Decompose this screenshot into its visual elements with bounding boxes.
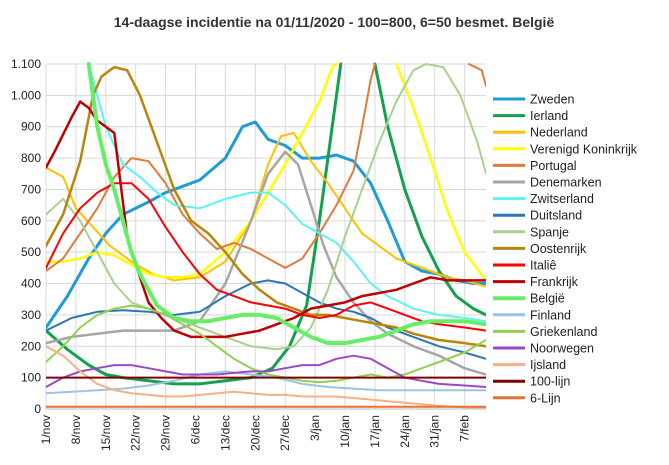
legend-label: Oostenrijk <box>530 242 587 256</box>
plot-area <box>46 62 486 409</box>
y-tick-label: 400 <box>21 277 41 291</box>
legend-label: Duitsland <box>530 209 582 223</box>
x-tick-label: 22/nov <box>129 415 143 451</box>
x-tick-label: 6/dec <box>189 415 203 444</box>
series-line-zwitserland <box>87 63 486 323</box>
legend-label: Verenigd Koninkrijk <box>530 142 638 156</box>
legend-label: Griekenland <box>530 325 597 339</box>
series-line-nederland <box>46 132 486 288</box>
y-tick-label: 1.100 <box>11 57 41 71</box>
series-line-spanje <box>46 63 486 351</box>
legend-label: Zwitserland <box>530 192 594 206</box>
series-line-duitsland <box>46 279 486 360</box>
legend-label: Spanje <box>530 225 569 239</box>
x-axis-ticks: 1/nov 8/nov 15/nov 22/nov 29/nov 6/dec 13/dec 2… <box>39 415 472 451</box>
gridlines <box>45 63 486 410</box>
series-line-ierland <box>373 62 486 317</box>
y-tick-label: 0 <box>34 402 41 416</box>
series-line-itali- <box>46 182 486 332</box>
x-tick-label: 17/jan <box>368 415 382 448</box>
x-tick-label: 15/nov <box>99 415 113 451</box>
legend-label: 6-Lijn <box>530 391 561 405</box>
chart-title: 14-daagse incidentie na 01/11/2020 - 100… <box>114 14 555 30</box>
series-line-ierland <box>46 62 343 386</box>
legend-label: Ijsland <box>530 358 566 372</box>
legend-label: Denemarken <box>530 176 602 190</box>
x-tick-label: 24/jan <box>398 415 412 448</box>
series-line-finland <box>46 370 486 395</box>
y-tick-label: 1.000 <box>11 88 41 102</box>
y-tick-label: 200 <box>21 339 41 353</box>
legend-label: Italiê <box>530 259 556 273</box>
series-line-noorwegen <box>46 354 486 388</box>
legend-label: België <box>530 292 565 306</box>
x-tick-label: 3/jan <box>308 415 322 441</box>
y-tick-label: 900 <box>21 120 41 134</box>
series-line-portugal <box>467 63 486 87</box>
series-line-denemarken <box>46 150 486 376</box>
series-line-oostenrijk <box>46 65 486 348</box>
legend-label: Nederland <box>530 126 588 140</box>
series-line-verenigd-koninkrijk <box>395 62 486 282</box>
legend-label: Portugal <box>530 159 577 173</box>
legend-label: 100-lijn <box>530 375 570 389</box>
legend-label: Frankrijk <box>530 275 579 289</box>
series-line-ijsland <box>46 345 486 409</box>
y-axis-ticks: 0 100 200 300 400 500 600 700 800 900 1.000 1.100 <box>11 57 41 416</box>
x-tick-label: 1/nov <box>39 415 53 444</box>
y-tick-label: 300 <box>21 308 41 322</box>
y-tick-label: 500 <box>21 245 41 259</box>
x-tick-label: 31/jan <box>428 415 442 448</box>
legend-label: Finland <box>530 308 571 322</box>
y-tick-label: 800 <box>21 151 41 165</box>
legend-label: Zweden <box>530 93 575 107</box>
x-tick-label: 27/dec <box>278 415 292 451</box>
legend-label: Noorwegen <box>530 342 594 356</box>
legend: Zweden Ierland Nederland Verenigd Koninkrij… <box>493 93 638 405</box>
series-line-portugal <box>46 63 376 272</box>
x-tick-label: 8/nov <box>69 415 83 444</box>
series-line-zweden <box>46 120 486 329</box>
series-line-verenigd-koninkrijk <box>46 62 338 279</box>
series-lines <box>46 62 486 409</box>
x-tick-label: 7/feb <box>458 415 472 442</box>
y-tick-label: 700 <box>21 182 41 196</box>
series-line-belgi- <box>86 62 486 346</box>
x-tick-label: 10/jan <box>338 415 352 448</box>
x-tick-label: 29/nov <box>159 415 173 451</box>
x-tick-label: 13/dec <box>218 415 232 451</box>
y-tick-label: 100 <box>21 371 41 385</box>
y-tick-label: 600 <box>21 214 41 228</box>
x-tick-label: 20/dec <box>248 415 262 451</box>
legend-label: Ierland <box>530 109 568 123</box>
